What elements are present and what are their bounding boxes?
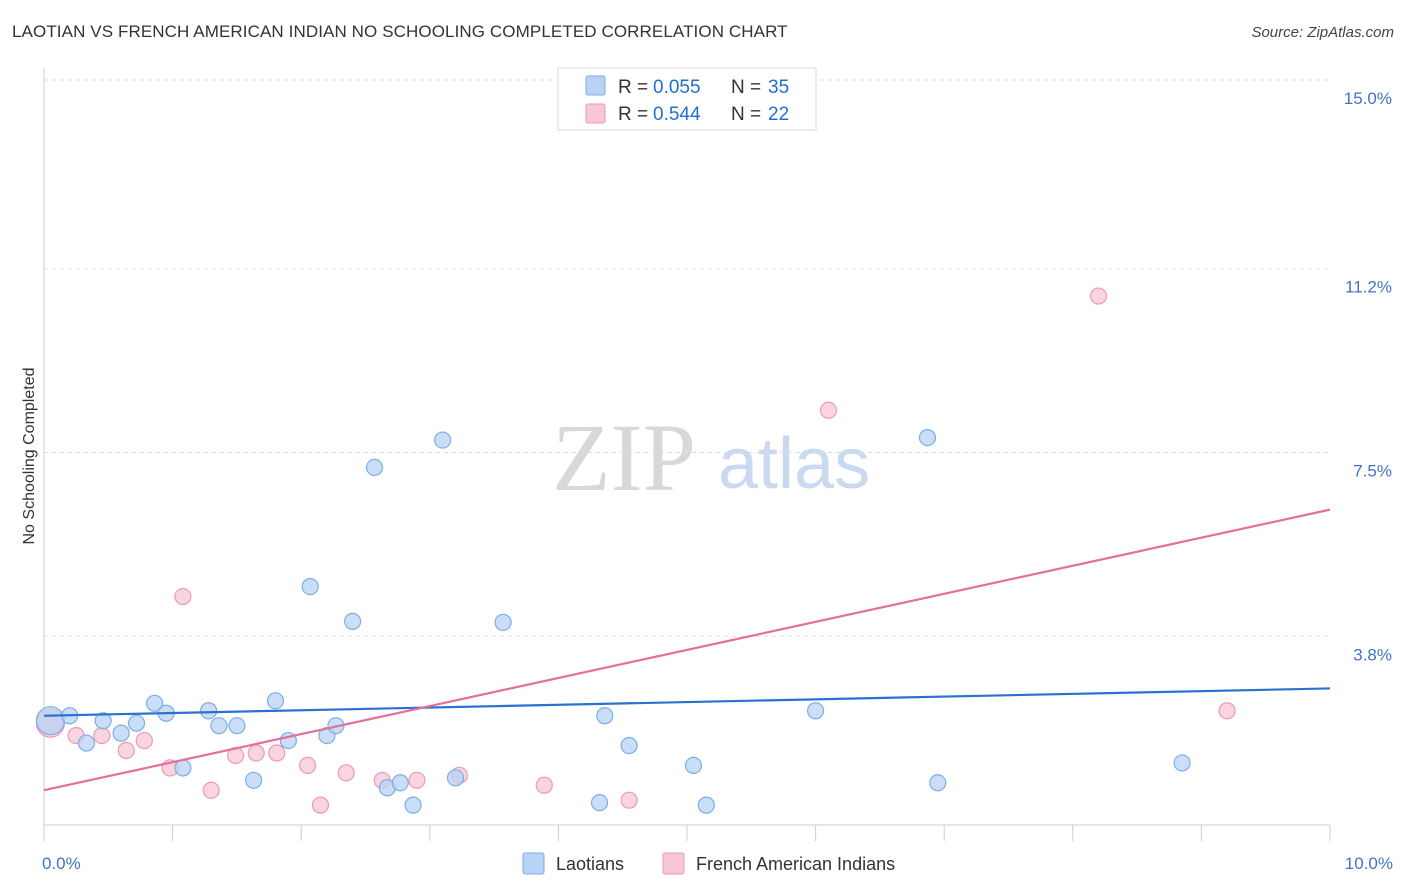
y-tick-label-3: 15.0% <box>1344 89 1392 108</box>
series-legend-label-laotians: Laotians <box>556 854 624 874</box>
watermark-zip: ZIP <box>552 404 696 511</box>
legend-n-value-1: 35 <box>768 77 789 98</box>
point-laotians-8 <box>174 759 192 777</box>
point-laotians-15 <box>301 577 319 596</box>
point-laotians-33 <box>929 774 947 792</box>
trend-line-french-american-indians <box>43 508 1331 792</box>
watermark: ZIP atlas <box>552 404 870 511</box>
point-french-american-indians-3 <box>117 741 135 760</box>
point-laotians-3 <box>94 712 112 730</box>
x-tick-label-1: 10.0% <box>1345 854 1393 873</box>
legend-r-label-1: R = <box>618 77 648 98</box>
legend-n-label-2: N = <box>731 104 761 125</box>
point-laotians-30 <box>697 796 715 814</box>
point-laotians-18 <box>344 612 362 630</box>
watermark-atlas: atlas <box>718 424 870 504</box>
series-legend-label-french-american-indians: French American Indians <box>696 854 895 874</box>
point-laotians-22 <box>404 796 422 814</box>
trend-lines <box>43 508 1331 792</box>
point-laotians-24 <box>446 769 465 787</box>
point-french-american-indians-6 <box>174 587 192 606</box>
chart-title: LAOTIAN VS FRENCH AMERICAN INDIAN NO SCH… <box>12 22 788 41</box>
data-points <box>35 287 1236 814</box>
point-french-american-indians-20 <box>1089 287 1108 305</box>
source-credit: Source: ZipAtlas.com <box>1251 24 1394 41</box>
point-laotians-19 <box>365 458 384 476</box>
legend-r-value-1: 0.055 <box>653 77 701 98</box>
point-laotians-21 <box>391 774 409 792</box>
point-french-american-indians-10 <box>268 744 286 762</box>
axes <box>43 68 1331 841</box>
point-laotians-12 <box>245 771 263 789</box>
point-french-american-indians-21 <box>1218 702 1236 720</box>
point-laotians-26 <box>590 794 609 812</box>
correlation-legend: R = 0.055 N = 35 R = 0.544 N = 22 <box>557 67 817 131</box>
point-laotians-27 <box>596 707 614 725</box>
y-axis-title: No Schooling Completed <box>21 368 38 545</box>
point-french-american-indians-11 <box>299 756 317 775</box>
point-laotians-25 <box>494 613 512 631</box>
point-french-american-indians-2 <box>93 726 111 745</box>
point-laotians-32 <box>918 429 937 447</box>
point-laotians-34 <box>1173 754 1191 772</box>
legend-swatch-french-american-indians <box>585 103 606 124</box>
y-tick-label-0: 3.8% <box>1353 645 1392 664</box>
point-laotians-13 <box>266 692 285 710</box>
trend-line-laotians <box>43 687 1331 717</box>
point-french-american-indians-18 <box>620 791 638 809</box>
point-french-american-indians-7 <box>202 781 220 799</box>
point-french-american-indians-17 <box>535 776 553 794</box>
point-french-american-indians-12 <box>311 796 330 814</box>
point-laotians-28 <box>620 736 638 755</box>
point-french-american-indians-4 <box>135 731 153 750</box>
y-tick-label-2: 11.2% <box>1345 278 1392 297</box>
point-laotians-10 <box>210 717 228 735</box>
point-french-american-indians-13 <box>337 764 355 782</box>
point-laotians-6 <box>145 694 164 712</box>
point-laotians-11 <box>228 717 246 735</box>
point-laotians-2 <box>77 734 96 752</box>
legend-r-value-2: 0.544 <box>653 104 701 125</box>
point-laotians-9 <box>200 702 218 720</box>
point-french-american-indians-19 <box>819 401 838 419</box>
point-laotians-5 <box>127 714 146 732</box>
legend-swatch-laotians <box>585 75 606 96</box>
point-laotians-29 <box>684 756 703 775</box>
legend-n-label-1: N = <box>731 77 761 98</box>
point-laotians-0 <box>35 706 66 736</box>
point-laotians-4 <box>112 724 130 742</box>
point-french-american-indians-9 <box>247 744 265 762</box>
tick-labels: 3.8% 7.5% 11.2% 15.0% 0.0% 10.0% <box>42 89 1393 873</box>
legend-n-value-2: 22 <box>768 104 789 125</box>
point-laotians-23 <box>434 431 452 449</box>
legend-r-label-2: R = <box>618 104 648 125</box>
point-laotians-31 <box>806 702 825 720</box>
x-tick-label-0: 0.0% <box>42 854 81 873</box>
point-french-american-indians-15 <box>408 771 426 789</box>
series-legend: Laotians French American Indians <box>522 852 895 875</box>
series-legend-swatch-laotians <box>522 852 545 875</box>
series-legend-swatch-french-american-indians <box>662 852 685 875</box>
y-tick-label-1: 7.5% <box>1353 462 1392 481</box>
